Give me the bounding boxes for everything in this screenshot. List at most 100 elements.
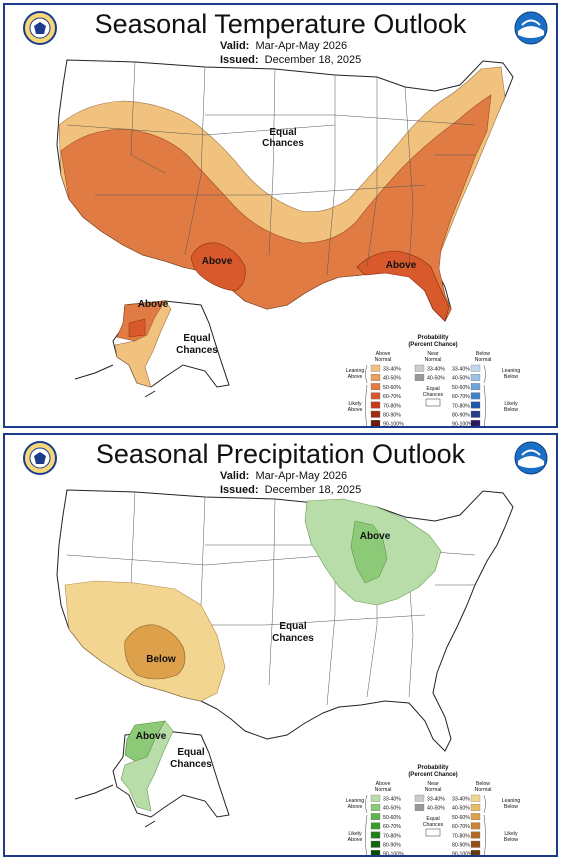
legend-col-below: Below (476, 781, 490, 787)
legend-col-below: Below (476, 351, 490, 357)
legend-near-level: 40-50% (427, 376, 445, 382)
legend-above-level: 80-90% (383, 413, 401, 419)
legend-above-level: 50-60% (383, 815, 401, 821)
above-greatlakes-label: Above (360, 531, 391, 542)
alaska-above-33-40-region (114, 300, 172, 388)
legend-above-level: 70-80% (383, 403, 401, 409)
legend-likely-above: Likely (348, 831, 362, 837)
legend-leaning-above-2: Above (348, 374, 363, 380)
legend-below-level: 90-100% (452, 422, 473, 426)
legend-below-swatch (470, 401, 481, 409)
legend-leaning-below: Leaning (502, 798, 521, 804)
alaska-above-33-40-region (120, 720, 174, 812)
legend-col-above-2: Normal (375, 357, 392, 363)
legend-above-swatch (370, 420, 381, 426)
legend-above-level: 40-50% (383, 806, 401, 812)
legend-below-level: 40-50% (452, 376, 470, 382)
legend-below-swatch (470, 831, 481, 839)
above-ak-label: Above (136, 731, 167, 742)
legend-near-swatch (414, 364, 425, 372)
state-boundaries (66, 61, 476, 276)
legend-brace-leaning-below (483, 364, 486, 384)
alaska-above-50-60-region (128, 318, 146, 338)
above-50-60-sw-region (190, 242, 246, 292)
legend-col-above: Above (376, 781, 391, 787)
legend-likely-below: Likely (504, 401, 518, 407)
legend-equal: Equal (426, 386, 439, 392)
legend-above-swatch (370, 383, 381, 391)
legend-above-level: 90-100% (383, 422, 404, 426)
legend-above-swatch (370, 410, 381, 418)
doc-seal-icon (23, 11, 57, 45)
legend-equal-2: Chances (423, 392, 444, 398)
above-sw-label: Above (202, 256, 233, 267)
equal-chances-label: Equal (269, 127, 296, 138)
legend-col-near-2: Normal (425, 357, 442, 363)
legend-leaning-below-2: Below (504, 374, 518, 380)
legend-below-swatch (470, 410, 481, 418)
legend-below-level: 80-90% (452, 413, 470, 419)
legend-below-swatch (470, 374, 481, 381)
legend-leaning-above: Leaning (346, 368, 365, 374)
legend-near-level: 33-40% (427, 797, 445, 803)
legend-near-swatch (414, 804, 425, 811)
legend-title: Probability (417, 765, 449, 771)
legend-above-level: 33-40% (383, 367, 401, 373)
ak-equal-chances-label: Equal (183, 333, 210, 344)
legend-col-above-2: Normal (375, 787, 392, 793)
legend-above-swatch (370, 813, 381, 821)
equal-chances-label-2: Chances (262, 138, 304, 149)
aleutian-islands (74, 364, 156, 398)
legend-above-swatch (370, 831, 381, 839)
ak-equal-chances-label-2: Chances (176, 345, 218, 356)
legend-near-swatch (414, 374, 425, 381)
legend-brace-leaning-above (365, 794, 368, 814)
legend-brace-likely-above (365, 814, 368, 855)
legend-below-level: 33-40% (452, 367, 470, 373)
legend-leaning-above: Leaning (346, 798, 365, 804)
legend-below-swatch (470, 840, 481, 848)
legend-col-below-2: Normal (475, 787, 492, 793)
legend-brace-leaning-below (483, 794, 486, 814)
legend-equal-2: Chances (423, 822, 444, 828)
legend-below-level: 50-60% (452, 385, 470, 391)
legend-below-swatch (470, 822, 481, 830)
legend-brace-likely-below (483, 814, 486, 855)
equal-chances-label-2: Chances (272, 633, 314, 644)
temperature-valid: Valid: Mar-Apr-May 2026 (220, 40, 348, 52)
above-se-label: Above (386, 260, 417, 271)
legend-below-level: 70-80% (452, 833, 470, 839)
legend-below-swatch (470, 804, 481, 811)
legend-above-swatch (370, 374, 381, 381)
legend-likely-below-2: Below (504, 837, 518, 843)
below-sw-label: Below (146, 654, 176, 665)
legend-above-level: 33-40% (383, 797, 401, 803)
legend-below-level: 50-60% (452, 815, 470, 821)
doc-seal-icon (23, 441, 57, 475)
legend-above-level: 40-50% (383, 376, 401, 382)
legend-above-level: 60-70% (383, 394, 401, 400)
legend-below-swatch (470, 850, 481, 855)
legend-likely-above-2: Above (348, 407, 363, 413)
noaa-logo-icon (514, 11, 548, 45)
legend-below-level: 33-40% (452, 797, 470, 803)
legend-above-level: 80-90% (383, 843, 401, 849)
below-40-50-sw-region (124, 624, 186, 680)
legend-below-level: 60-70% (452, 824, 470, 830)
ak-equal-chances-label: Equal (177, 747, 204, 758)
legend-below-swatch (470, 794, 481, 802)
legend-above-level: 60-70% (383, 824, 401, 830)
legend-below-swatch (470, 383, 481, 391)
legend-col-near-2: Normal (425, 787, 442, 793)
legend-above-level: 50-60% (383, 385, 401, 391)
ak-equal-chances-label-2: Chances (170, 759, 212, 770)
legend-title: Probability (417, 335, 449, 341)
legend-col-above: Above (376, 351, 391, 357)
precipitation-issued: Issued: December 18, 2025 (220, 484, 362, 496)
legend-above-level: 90-100% (383, 852, 404, 856)
temperature-issued: Issued: December 18, 2025 (220, 54, 362, 66)
precipitation-title: Seasonal Precipitation Outlook (95, 439, 466, 469)
precipitation-valid: Valid: Mar-Apr-May 2026 (220, 470, 348, 482)
legend-above-swatch (370, 840, 381, 848)
equal-chances-label: Equal (279, 621, 306, 632)
